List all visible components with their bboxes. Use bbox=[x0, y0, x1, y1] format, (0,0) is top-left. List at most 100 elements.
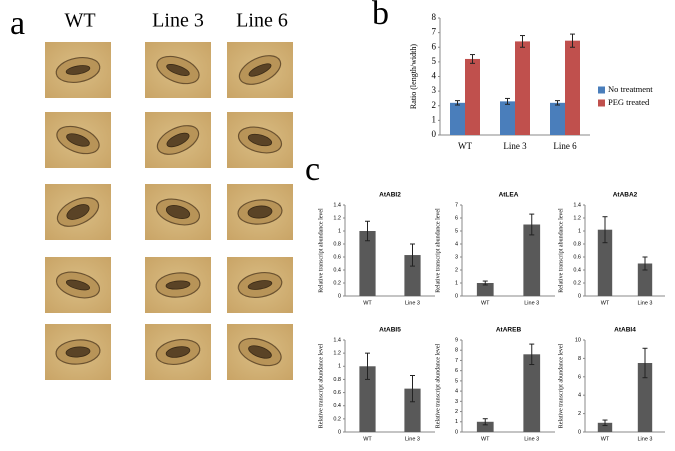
error-bar bbox=[482, 418, 488, 426]
x-tick-label: WT bbox=[601, 436, 610, 442]
error-bar bbox=[410, 374, 415, 403]
x-tick-label: Line 3 bbox=[405, 436, 420, 442]
chart-title: AtABI2 bbox=[379, 192, 401, 199]
x-tick-label: Line 3 bbox=[524, 300, 539, 306]
x-tick-label: Line 6 bbox=[553, 141, 577, 151]
y-tick-label: 6 bbox=[432, 41, 437, 51]
y-tick-label: 1.4 bbox=[333, 337, 341, 343]
y-axis-label: Relative transcript abundance level bbox=[558, 208, 564, 293]
y-tick-label: 0.8 bbox=[333, 241, 341, 247]
x-tick-label: WT bbox=[481, 436, 490, 442]
y-tick-label: 6 bbox=[578, 374, 581, 380]
pore bbox=[165, 280, 191, 290]
bar bbox=[476, 283, 494, 296]
y-axis-label: Relative transcript abundance level bbox=[435, 343, 441, 428]
y-tick-label: 7 bbox=[432, 27, 437, 37]
stoma bbox=[56, 125, 100, 155]
x-tick-label: Line 3 bbox=[524, 436, 539, 442]
error-bar bbox=[602, 216, 608, 244]
chart-title: AtABI5 bbox=[379, 327, 401, 334]
y-axis-label: Relative transcript abundance level bbox=[558, 343, 564, 428]
y-tick-label: 0 bbox=[578, 429, 581, 435]
y-tick-label: 1 bbox=[338, 364, 341, 370]
y-tick-label: 1.4 bbox=[573, 202, 581, 208]
pore bbox=[65, 279, 91, 291]
bar bbox=[404, 388, 421, 432]
stoma bbox=[237, 199, 283, 225]
column-header: WT bbox=[64, 10, 95, 32]
y-tick-label: 1.2 bbox=[333, 215, 341, 221]
y-tick-label: 10 bbox=[575, 337, 581, 343]
y-tick-label: 1.2 bbox=[573, 215, 581, 221]
x-tick-label: WT bbox=[363, 436, 372, 442]
legend-swatch bbox=[598, 99, 605, 107]
stoma bbox=[155, 338, 201, 366]
error-bar bbox=[482, 280, 488, 286]
pore bbox=[247, 205, 273, 219]
y-tick-label: 5 bbox=[455, 378, 458, 384]
error-bar bbox=[570, 33, 575, 48]
pore bbox=[248, 345, 272, 359]
y-tick-label: 2 bbox=[432, 100, 437, 110]
y-axis-label: Relative transcript abundance level bbox=[318, 208, 324, 293]
error-bar bbox=[365, 352, 370, 380]
error-bar bbox=[505, 97, 510, 105]
pore bbox=[247, 280, 273, 290]
pore bbox=[247, 133, 273, 147]
stoma bbox=[156, 125, 200, 155]
y-tick-label: 2 bbox=[578, 411, 581, 417]
bar bbox=[550, 102, 565, 135]
y-tick-label: 0 bbox=[455, 293, 458, 299]
bar bbox=[515, 41, 530, 135]
pore bbox=[65, 346, 91, 358]
bar bbox=[597, 422, 613, 432]
error-bar bbox=[602, 419, 608, 427]
bar bbox=[637, 263, 653, 296]
stoma bbox=[237, 126, 283, 154]
y-tick-label: 0.8 bbox=[333, 377, 341, 383]
bar bbox=[476, 421, 494, 432]
y-tick-label: 0.6 bbox=[333, 254, 341, 260]
y-tick-label: 8 bbox=[432, 12, 437, 22]
y-axis-label: Relative transcript abundance level bbox=[318, 343, 324, 428]
y-tick-label: 3 bbox=[455, 254, 458, 260]
pore bbox=[165, 346, 191, 358]
pore bbox=[166, 132, 190, 148]
y-tick-label: 0.4 bbox=[573, 267, 581, 273]
stoma bbox=[56, 197, 100, 227]
stoma bbox=[237, 271, 283, 299]
y-tick-label: 6 bbox=[455, 368, 458, 374]
stoma bbox=[55, 56, 101, 84]
y-tick-label: 0.8 bbox=[573, 241, 581, 247]
chart-title: AtABI4 bbox=[614, 327, 636, 334]
bar bbox=[450, 102, 465, 135]
error-bar bbox=[365, 220, 370, 242]
error-bar bbox=[470, 54, 475, 64]
y-tick-label: 2 bbox=[455, 267, 458, 273]
error-bar bbox=[555, 100, 560, 106]
y-tick-label: 1 bbox=[432, 114, 437, 124]
y-tick-label: 7 bbox=[455, 202, 458, 208]
x-tick-label: Line 3 bbox=[638, 300, 653, 306]
column-header: Line 6 bbox=[236, 10, 288, 32]
error-bar bbox=[529, 213, 535, 236]
y-tick-label: 1 bbox=[578, 228, 581, 234]
bar bbox=[637, 363, 653, 432]
chart-title: AtAREB bbox=[496, 327, 522, 334]
x-tick-label: WT bbox=[363, 300, 372, 306]
y-tick-label: 0 bbox=[338, 293, 341, 299]
y-tick-label: 1 bbox=[338, 228, 341, 234]
y-tick-label: 3 bbox=[455, 399, 458, 405]
y-tick-label: 0.2 bbox=[333, 280, 341, 286]
y-tick-label: 2 bbox=[455, 409, 458, 415]
pore bbox=[248, 63, 272, 77]
y-tick-label: 9 bbox=[455, 337, 458, 343]
pore bbox=[66, 204, 90, 220]
error-bar bbox=[529, 343, 535, 366]
y-tick-label: 8 bbox=[455, 348, 458, 354]
stoma bbox=[238, 337, 282, 367]
y-tick-label: 1.2 bbox=[333, 351, 341, 357]
stoma bbox=[55, 271, 101, 299]
y-tick-label: 4 bbox=[455, 389, 458, 395]
bar bbox=[523, 224, 541, 296]
